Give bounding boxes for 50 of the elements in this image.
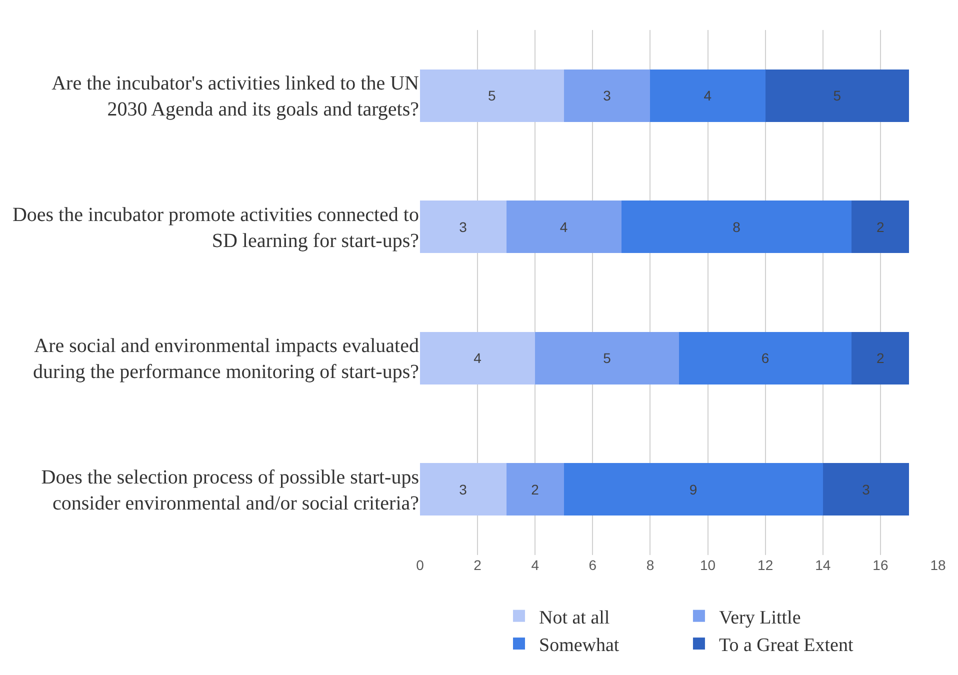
x-tick-label: 10 — [700, 557, 716, 573]
data-label: 2 — [531, 481, 540, 498]
bar — [420, 332, 536, 384]
x-tick-label: 4 — [531, 557, 540, 573]
y-tick-label: Does the selection process of possible start-ups consider environmental and/or social criteria? — [41, 466, 420, 514]
data-label: 3 — [459, 218, 468, 235]
legend-label: Somewhat — [539, 634, 620, 656]
x-tick-label: 6 — [588, 557, 597, 573]
x-tick-label: 8 — [646, 557, 654, 573]
bar — [822, 463, 910, 516]
data-label: 2 — [876, 218, 884, 235]
y-tick-label: Are social and environmental impacts evaluated during the performance monitoring of start-ups? — [33, 335, 420, 384]
bar — [679, 332, 852, 384]
data-label: 4 — [560, 218, 568, 235]
data-label: 8 — [732, 218, 741, 235]
data-label: 2 — [876, 350, 884, 366]
bar — [420, 463, 506, 516]
data-label: 5 — [603, 350, 612, 366]
bar — [650, 69, 766, 122]
bar — [420, 69, 564, 122]
legend-label: Very Little — [718, 607, 801, 628]
data-label: 4 — [474, 350, 482, 366]
data-label: 3 — [603, 88, 612, 104]
y-tick-label: Does the incubator promote activities connected to SD learning for start-ups? — [12, 204, 420, 252]
x-tick-label: 0 — [416, 557, 424, 573]
x-tick-label: 12 — [758, 557, 774, 573]
x-tick-label: 16 — [872, 557, 888, 573]
data-label: 5 — [488, 88, 496, 104]
data-label: 6 — [761, 350, 770, 366]
x-tick-label: 2 — [474, 557, 482, 573]
data-label: 3 — [862, 481, 870, 498]
bar — [506, 200, 622, 254]
bar — [852, 200, 910, 254]
legend-label: To a Great Extent — [718, 634, 854, 656]
bar — [621, 200, 852, 254]
bar — [420, 200, 506, 254]
data-label: 3 — [459, 481, 468, 498]
bar — [564, 69, 650, 122]
bar — [852, 332, 910, 384]
y-tick-label: Are the incubator's activities linked to the UN 2030 Agenda and its goals and targets? — [52, 72, 420, 121]
x-tick-label: 14 — [815, 557, 831, 573]
data-label: 4 — [704, 88, 712, 104]
bar — [564, 463, 823, 516]
bar — [765, 69, 910, 122]
bar — [506, 463, 564, 516]
data-label: 5 — [833, 88, 842, 104]
legend-label: Not at all — [539, 607, 610, 628]
bar — [535, 332, 679, 384]
data-label: 9 — [689, 481, 698, 498]
x-tick-label: 18 — [930, 557, 946, 573]
